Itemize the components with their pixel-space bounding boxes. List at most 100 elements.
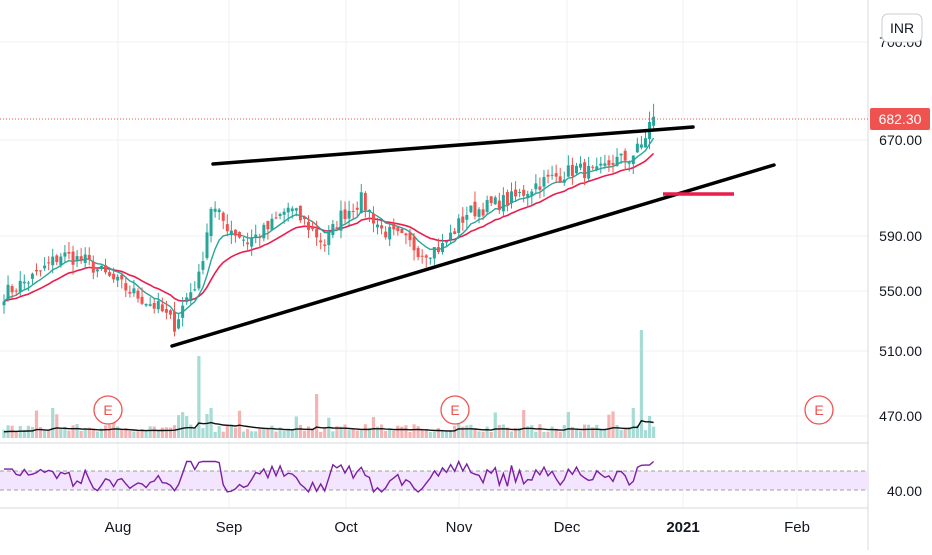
candle-body: [489, 196, 493, 204]
earnings-marker-icon: [804, 395, 834, 425]
volume-bar: [201, 428, 205, 438]
volume-bar: [546, 431, 550, 438]
candle-body: [449, 232, 453, 240]
currency-label: INR: [890, 20, 914, 36]
candle-body: [213, 208, 217, 212]
candle-body: [75, 256, 79, 262]
volume-bar: [424, 429, 428, 438]
candle-body: [168, 310, 172, 315]
candle-body: [34, 269, 38, 272]
candle-body: [193, 289, 197, 291]
volume-bar: [47, 430, 51, 438]
volume-bar: [635, 425, 639, 438]
volume-bar: [302, 430, 307, 438]
candle-body: [363, 192, 367, 211]
candle-body: [371, 213, 375, 224]
price-axis-tick-label: 470.00: [879, 408, 922, 424]
volume-bar: [67, 430, 71, 438]
candle-body: [591, 166, 595, 168]
volume-bar: [160, 427, 164, 438]
candle-body: [510, 191, 513, 204]
candle-body: [270, 218, 274, 230]
candle-body: [189, 292, 193, 302]
volume-bar: [379, 424, 384, 438]
volume-bar: [124, 428, 128, 438]
volume-bar: [189, 424, 193, 438]
volume-bar: [71, 425, 75, 438]
price-axis-tick-label: 590.00: [879, 228, 922, 244]
candle-body: [420, 255, 424, 257]
candle-body: [501, 195, 505, 212]
volume-bar: [99, 428, 104, 438]
candle-body: [254, 234, 258, 238]
volume-bar: [254, 431, 258, 438]
candle-body: [631, 155, 635, 165]
volume-bar: [603, 429, 607, 438]
candle-body: [652, 116, 656, 126]
candle-body: [392, 223, 396, 230]
candle-body: [416, 247, 420, 258]
candle-body: [457, 218, 461, 233]
candle-body: [67, 251, 71, 254]
candle-body: [643, 138, 647, 148]
candle-body: [607, 160, 611, 166]
volume-bar: [518, 427, 522, 438]
time-axis-label: Aug: [105, 519, 132, 536]
candle-body: [339, 210, 343, 231]
candle-body: [91, 261, 95, 273]
volume-bar: [205, 414, 209, 438]
candle-body: [18, 280, 22, 292]
candle-body: [473, 201, 477, 217]
volume-bar: [550, 426, 554, 438]
candle-body: [63, 252, 67, 257]
candle-body: [225, 224, 229, 232]
volume-bar: [38, 427, 43, 438]
volume-bar: [278, 427, 282, 438]
candles: [2, 103, 656, 337]
volume-bar: [331, 431, 335, 438]
volume-bar: [481, 431, 485, 438]
candle-body: [635, 143, 639, 153]
volume-bar: [217, 425, 221, 438]
candle-body: [485, 200, 489, 212]
candle-body: [493, 197, 497, 205]
volume-bar: [542, 431, 546, 438]
candle-body: [546, 174, 550, 177]
volume-bar: [595, 424, 599, 438]
candle-body: [250, 238, 254, 247]
volume-bar: [534, 431, 538, 438]
candle-body: [197, 271, 201, 289]
volume-bar: [440, 430, 445, 438]
price-axis-tick-label: 670.00: [879, 132, 922, 148]
volume-bar: [631, 408, 635, 438]
volume-bar: [436, 428, 441, 438]
candle-body: [566, 165, 570, 177]
candle-body: [343, 209, 347, 220]
volume-bar: [246, 429, 250, 438]
candle-body: [562, 179, 566, 183]
volume-bar: [132, 431, 136, 438]
candle-body: [10, 286, 14, 293]
volume-bar: [647, 416, 652, 438]
candle-body: [627, 162, 631, 164]
volume-bar: [237, 410, 242, 438]
candle-body: [440, 243, 444, 253]
volume-bar: [538, 424, 542, 438]
volume-bar: [570, 426, 574, 438]
candle-body: [112, 273, 116, 280]
candle-body: [294, 208, 298, 211]
candle-body: [229, 230, 233, 236]
candle-body: [26, 282, 30, 284]
volume-bar: [453, 425, 457, 438]
volume-bar: [95, 431, 99, 438]
candle-body: [603, 163, 607, 166]
volume-bar: [408, 431, 412, 438]
candle-body: [83, 254, 87, 263]
candle-body: [384, 231, 388, 238]
volume-bar: [298, 424, 302, 438]
drawings[interactable]: [0, 118, 868, 348]
candle-body: [481, 209, 485, 216]
candle-body: [104, 265, 107, 273]
